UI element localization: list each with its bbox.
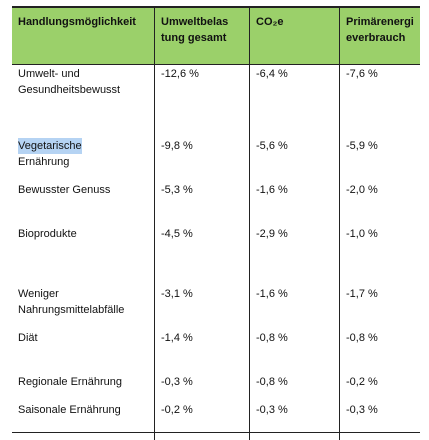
value-cell: -4,5 % <box>161 228 193 240</box>
value-cell: -1,4 % <box>161 332 193 344</box>
value-cell: -2,0 % <box>346 184 378 196</box>
header-cell: Umweltbelas <box>161 16 229 28</box>
value-cell: -5,3 % <box>161 184 193 196</box>
row-label: Vegetarische <box>18 138 82 154</box>
value-cell: -7,6 % <box>346 68 378 80</box>
row-label: Regionale Ernährung <box>18 376 122 388</box>
value-cell: -6,4 % <box>256 68 288 80</box>
header-cell: everbrauch <box>346 32 406 44</box>
value-cell: -0,3 % <box>346 404 378 416</box>
value-cell: -2,9 % <box>256 228 288 240</box>
top-border <box>12 6 420 8</box>
row-label: Umwelt- und <box>18 68 80 80</box>
header-cell: CO₂e <box>256 16 284 28</box>
row-label: Bioprodukte <box>18 228 77 240</box>
row-label: Bewusster Genuss <box>18 184 111 196</box>
value-cell: -0,2 % <box>161 404 193 416</box>
row-label: Weniger <box>18 288 59 300</box>
value-cell: -1,6 % <box>256 288 288 300</box>
value-cell: -0,8 % <box>256 332 288 344</box>
header-cell: tung gesamt <box>161 32 227 44</box>
value-cell: -1,0 % <box>346 228 378 240</box>
row-label: Saisonale Ernährung <box>18 404 121 416</box>
value-cell: -5,6 % <box>256 140 288 152</box>
value-cell: -12,6 % <box>161 68 199 80</box>
value-cell: -5,9 % <box>346 140 378 152</box>
value-cell: -0,3 % <box>256 404 288 416</box>
value-cell: -0,2 % <box>346 376 378 388</box>
row-label: Diät <box>18 332 38 344</box>
column-border <box>339 8 340 440</box>
value-cell: -9,8 % <box>161 140 193 152</box>
value-cell: -3,1 % <box>161 288 193 300</box>
value-cell: -0,8 % <box>256 376 288 388</box>
value-cell: -1,6 % <box>256 184 288 196</box>
column-border <box>154 8 155 440</box>
header-cell: Handlungsmöglichkeit <box>18 16 136 28</box>
row-label: Ernährung <box>18 156 70 168</box>
header-border <box>12 64 420 65</box>
header-row <box>12 8 420 64</box>
value-cell: -1,7 % <box>346 288 378 300</box>
row-label: Nahrungsmittelabfälle <box>18 304 125 316</box>
row-label: Gesundheitsbewusst <box>18 84 121 96</box>
value-cell: -0,3 % <box>161 376 193 388</box>
value-cell: -0,8 % <box>346 332 378 344</box>
header-cell: Primärenergi <box>346 16 414 28</box>
column-border <box>249 8 250 440</box>
bottom-border <box>12 432 420 433</box>
